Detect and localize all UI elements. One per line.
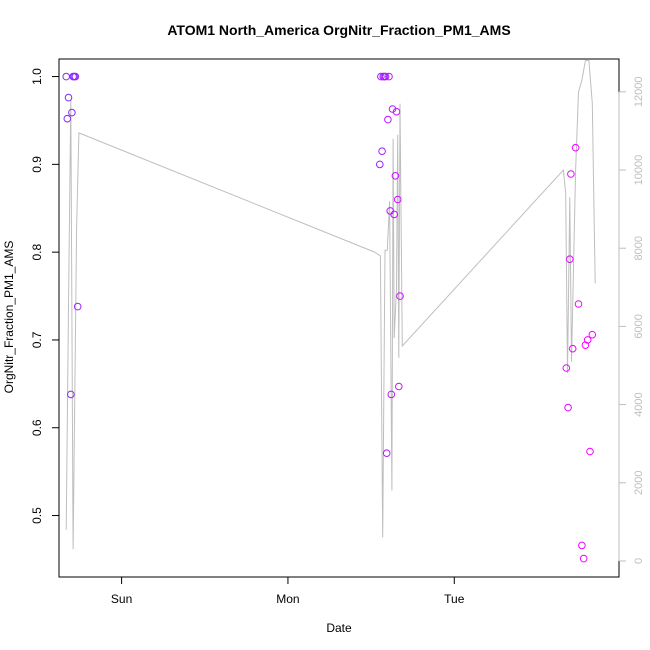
data-point: [73, 302, 82, 311]
y-tick-label: 1.0: [30, 68, 44, 85]
x-tick-label: Mon: [276, 592, 299, 606]
data-point: [382, 449, 391, 458]
data-point: [378, 147, 386, 155]
data-point: [63, 114, 72, 123]
y-axis-label: OrgNitr_Fraction_PM1_AMS: [2, 241, 16, 394]
data-point: [64, 93, 73, 102]
y2-tick-label: 6000: [633, 314, 645, 338]
data-point: [385, 72, 393, 81]
y-tick-label: 0.7: [30, 331, 44, 348]
data-point: [68, 108, 76, 117]
data-point: [391, 172, 400, 180]
y2-tick-label: 2000: [633, 471, 645, 495]
data-point: [390, 210, 399, 219]
y2-tick-label: 10000: [633, 155, 645, 186]
data-point: [562, 364, 571, 372]
chart-title: ATOM1 North_America OrgNitr_Fraction_PM1…: [167, 22, 510, 38]
x-axis: Sun Mon Tue: [111, 576, 465, 606]
data-point: [579, 554, 588, 563]
plot-frame: [58, 58, 620, 578]
data-point: [574, 300, 583, 308]
data-point: [376, 160, 384, 169]
y2-tick-label: 12000: [633, 77, 645, 108]
data-point: [71, 72, 80, 81]
y2-axis: 0 2000 4000 6000 8000 10000 12000: [618, 77, 645, 564]
data-point: [396, 292, 404, 300]
y-tick-label: 0.6: [30, 419, 44, 436]
data-point: [395, 382, 403, 391]
data-point: [588, 330, 597, 339]
y2-tick-label: 0: [633, 558, 645, 564]
data-point: [381, 72, 390, 81]
data-point: [393, 195, 402, 204]
points-layer: [62, 72, 597, 563]
data-point: [67, 390, 75, 399]
y-tick-label: 0.8: [30, 243, 44, 260]
series-line: [65, 60, 596, 550]
y2-tick-label: 4000: [633, 392, 645, 416]
data-point: [388, 105, 397, 113]
data-point: [564, 403, 572, 412]
data-point: [586, 447, 594, 456]
data-point: [62, 72, 70, 81]
y2-tick-label: 8000: [633, 236, 645, 260]
y-axis: 0.5 0.6 0.7 0.8 0.9 1.0: [30, 68, 60, 524]
data-point: [583, 336, 592, 344]
x-tick-label: Sun: [111, 592, 132, 606]
data-point: [392, 107, 401, 116]
y-tick-label: 0.9: [30, 156, 44, 173]
x-tick-label: Tue: [444, 592, 465, 606]
series-line-layer: [65, 60, 596, 550]
data-point: [566, 255, 574, 264]
x-axis-label: Date: [326, 621, 352, 635]
data-point: [571, 143, 580, 152]
data-point: [567, 170, 575, 178]
data-point: [377, 72, 385, 81]
data-point: [578, 541, 586, 550]
data-point: [387, 390, 396, 399]
y-tick-label: 0.5: [30, 507, 44, 524]
data-point: [384, 115, 392, 124]
data-point: [568, 344, 577, 353]
